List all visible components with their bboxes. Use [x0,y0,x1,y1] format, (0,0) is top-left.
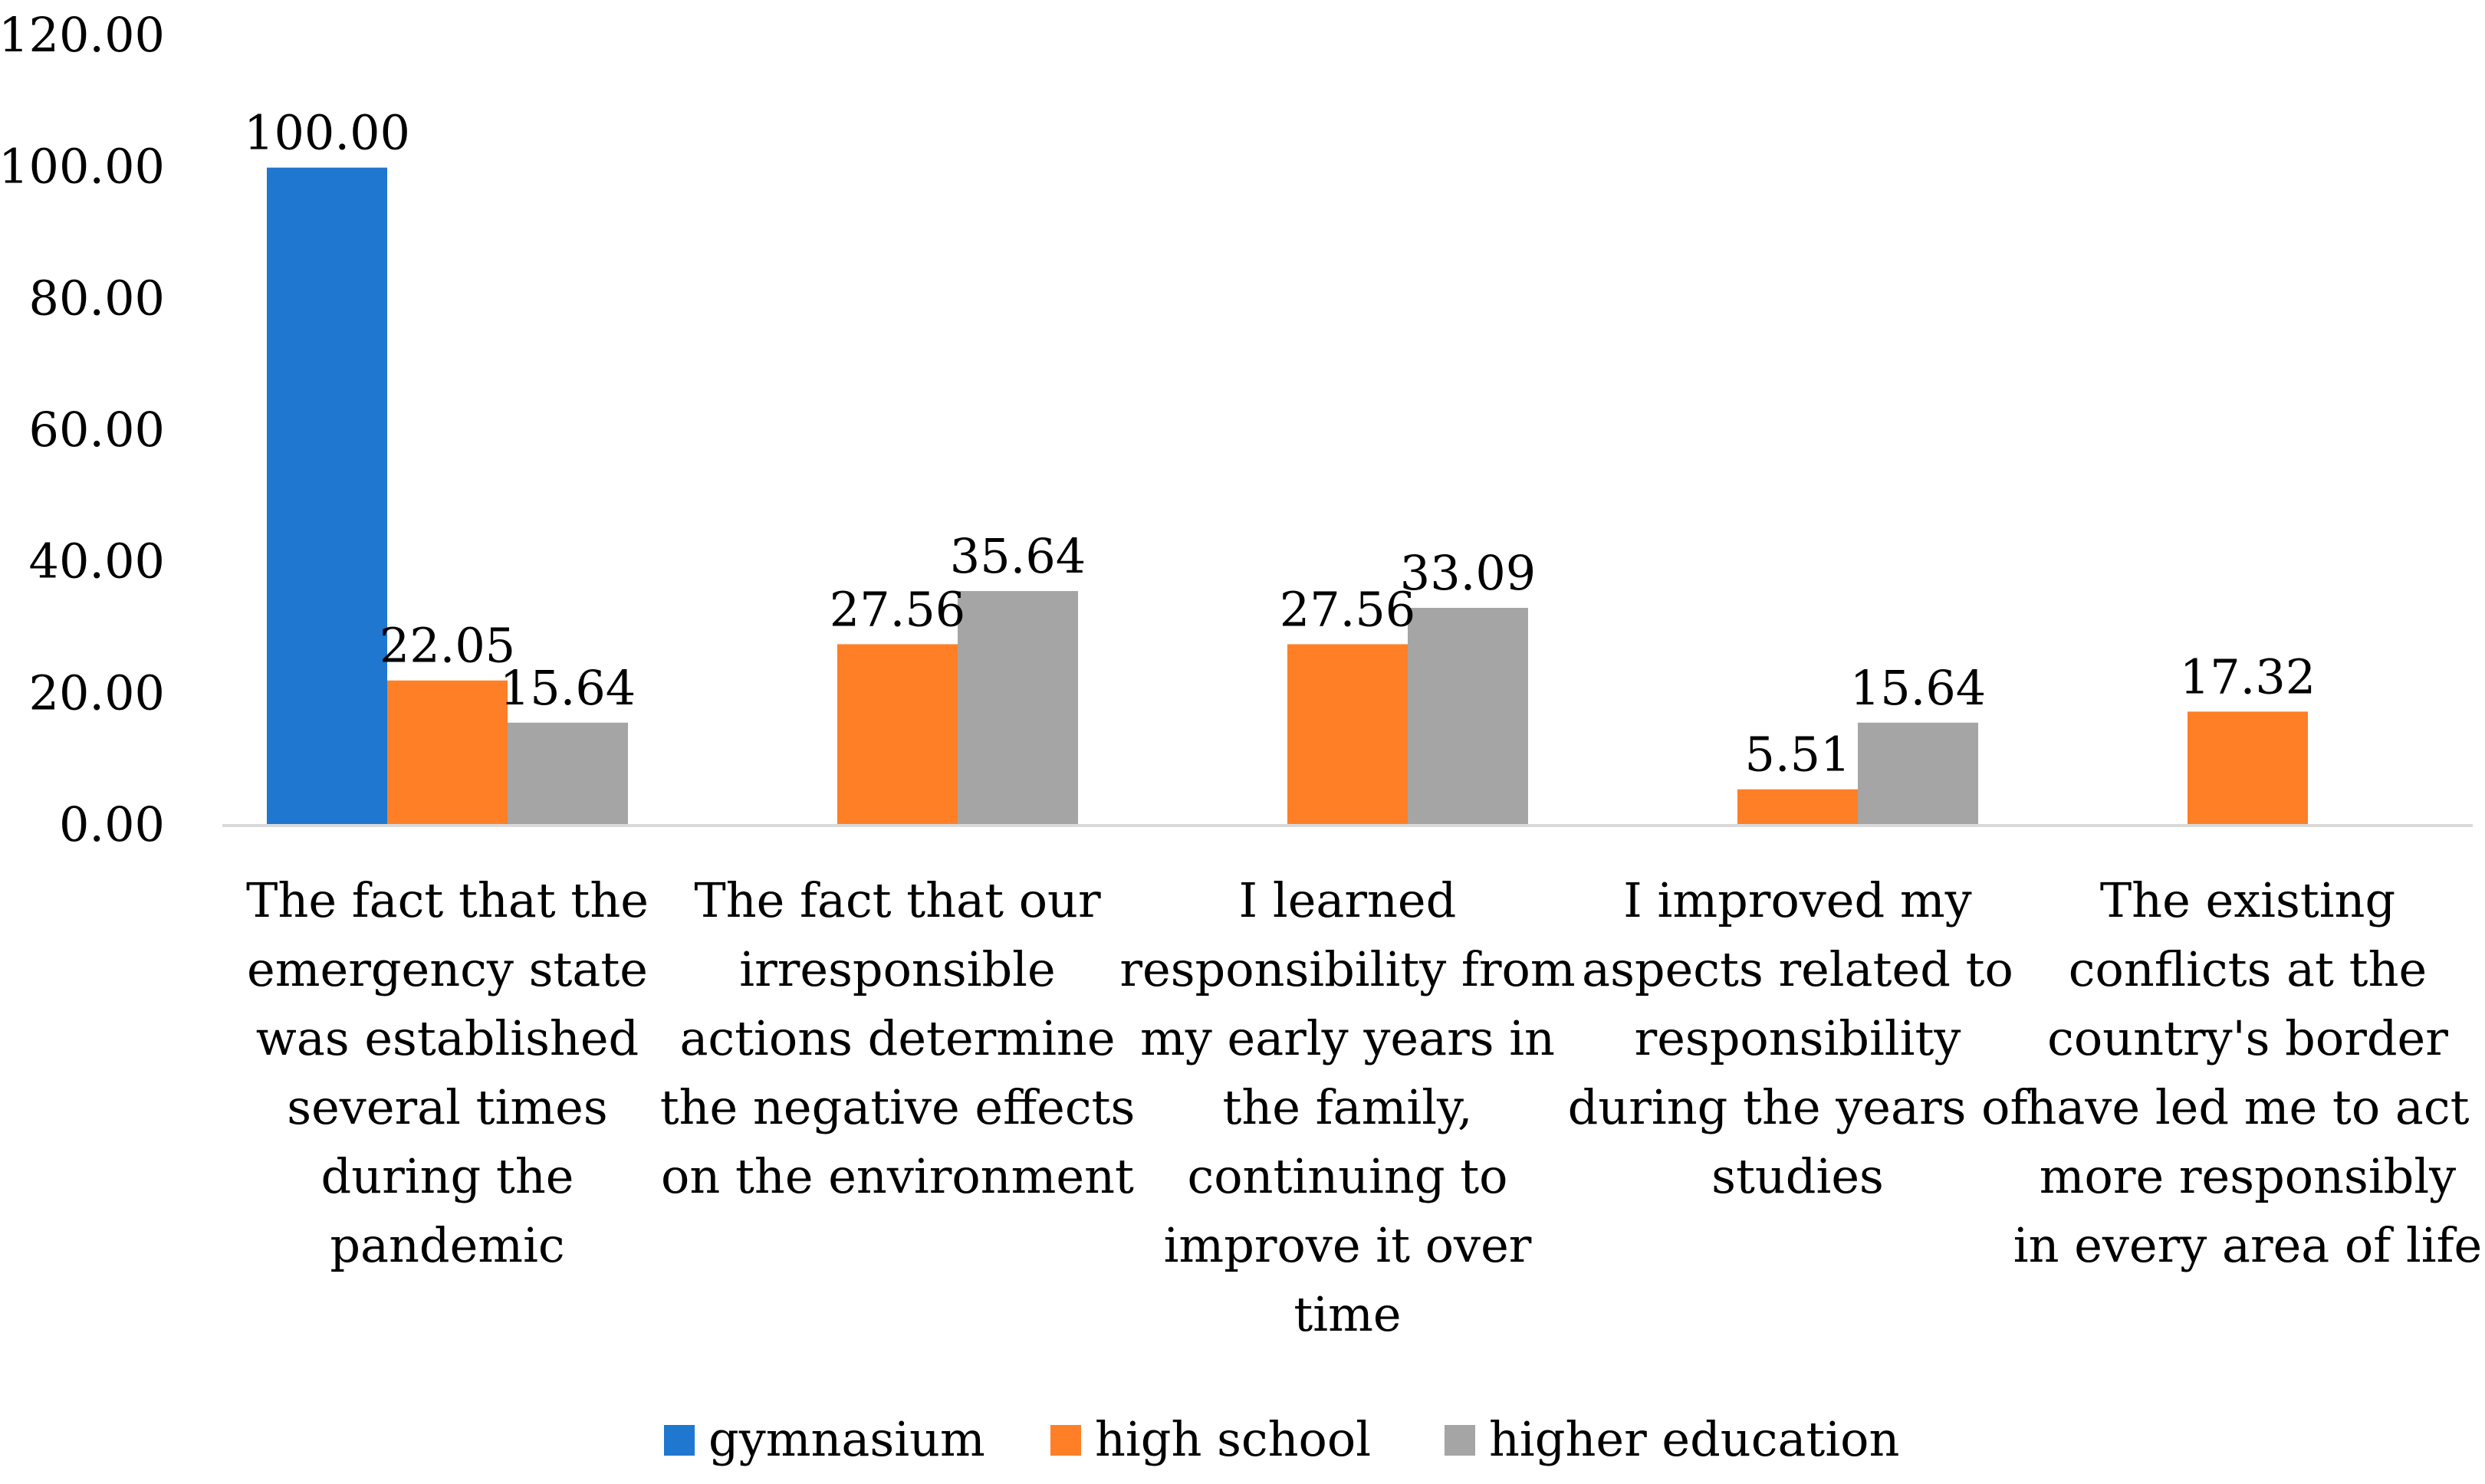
legend-label: high school [1095,1411,1371,1467]
x-category-label-line: during the years of [1568,1079,2031,1135]
x-category-label-line: I improved my [1623,872,1971,928]
x-category-label-line: emergency state [247,941,648,997]
legend-swatch-high-school [1050,1425,1081,1456]
x-category-label-line: studies [1711,1148,1884,1204]
data-label: 15.64 [500,660,636,716]
data-label: 100.00 [244,105,410,161]
x-category-label-line: the family, [1222,1079,1472,1135]
data-label: 35.64 [950,528,1086,584]
x-category-label-line: I learned [1239,872,1457,928]
x-category-label-line: more responsibly [2040,1148,2456,1204]
x-category-label-line: the negative effects [660,1079,1136,1135]
x-category-label-line: time [1293,1286,1401,1342]
x-category-label-line: have led me to act [2026,1079,2470,1135]
x-category-label-line: on the environment [661,1148,1134,1204]
category-labels: The fact that the emergency state was esta… [246,872,2482,1342]
bar-high-school [387,680,508,826]
bar-higher-education [1858,722,1978,826]
data-label: 22.05 [380,618,516,674]
x-category-label-line: improve it over [1164,1217,1532,1273]
data-label: 17.32 [2180,648,2316,704]
y-tick-label: 100.00 [0,139,165,195]
bar-gymnasium [267,167,387,826]
y-tick-label: 120.00 [0,7,165,63]
x-category-label-line: continuing to [1188,1148,1508,1204]
bar-higher-education [958,591,1078,826]
x-category-label-line: irresponsible [739,941,1055,997]
y-tick-label: 20.00 [29,665,166,721]
bar-higher-education [1408,607,1528,826]
y-tick-label: 60.00 [29,402,166,458]
legend-swatch-gymnasium [664,1425,695,1456]
x-category-label-line: several times [287,1079,607,1135]
x-category-label-line: was established [256,1010,639,1066]
x-category-label: The fact that the emergency state was esta… [246,872,649,1273]
y-tick-label: 40.00 [29,534,166,589]
value-labels: 100.0022.0515.6427.5635.6427.5633.095.51… [244,105,2316,783]
y-axis-tick-labels: 0.00 20.00 40.00 60.00 80.00 100.00 120.00 [0,7,165,852]
legend-swatch-higher-education [1445,1425,1475,1456]
data-label: 5.51 [1744,727,1850,783]
bar-high-school [1287,644,1408,826]
x-category-label: The fact that our irresponsible actions de… [660,872,1136,1204]
x-category-label-line: The fact that the [246,872,649,928]
x-category-label-line: pandemic [330,1217,564,1273]
bar-high-school [2188,711,2308,826]
bars [267,167,2308,826]
bar-high-school [1737,789,1858,826]
x-category-label-line: The fact that our [694,872,1101,928]
x-category-label-line: in every area of life [2013,1217,2483,1273]
data-label: 15.64 [1850,660,1987,716]
x-category-label-line: country's border [2047,1010,2448,1066]
x-category-label-line: my early years in [1140,1010,1555,1066]
y-tick-label: 80.00 [29,270,166,326]
bar-higher-education [508,722,628,826]
x-category-label: I learned responsibility from my early yea… [1119,872,1575,1342]
x-category-label-line: conflicts at the [2069,941,2427,997]
data-label: 33.09 [1400,545,1537,601]
bar-high-school [837,644,958,826]
x-category-label-line: The existing [2100,872,2395,928]
x-category-label-line: during the [321,1148,574,1204]
legend: gymnasium high school higher education [664,1411,1899,1467]
y-tick-label: 0.00 [59,796,165,852]
x-category-label-line: responsibility from [1119,941,1575,997]
x-category-label-line: aspects related to [1582,941,2013,997]
x-category-label-line: responsibility [1635,1010,1961,1066]
legend-label: gymnasium [708,1411,985,1467]
x-category-label: The existing conflicts at the country's bo… [2013,872,2483,1273]
x-category-label-line: actions determine [679,1010,1115,1066]
x-category-label: I improved my aspects related to responsib… [1568,872,2031,1204]
data-label: 27.56 [830,581,966,637]
legend-label: higher education [1489,1411,1899,1467]
data-label: 27.56 [1280,581,1416,637]
